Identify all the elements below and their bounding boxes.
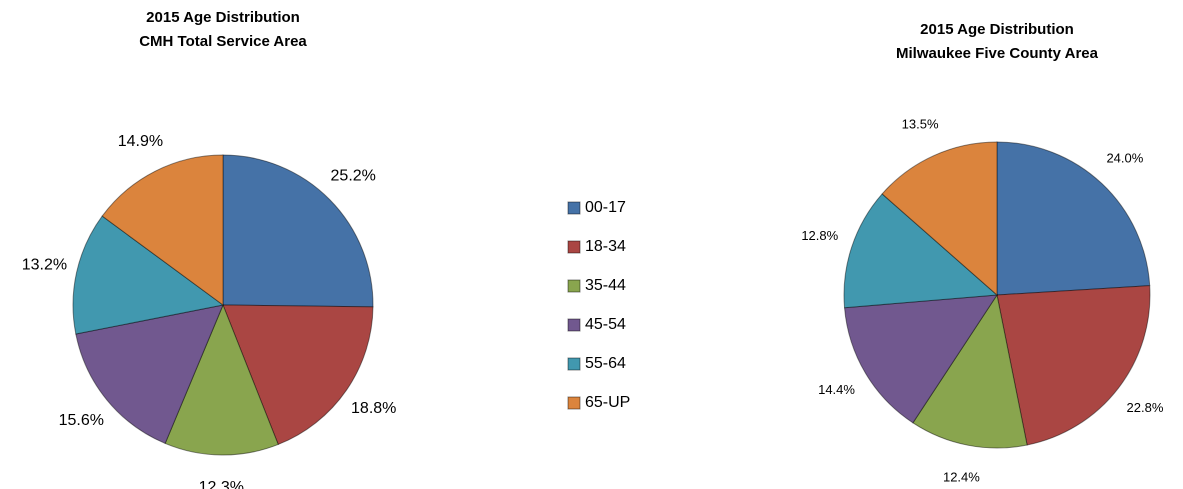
chart-title: 2015 Age Distribution xyxy=(146,9,300,26)
data-label: 12.3% xyxy=(199,479,244,489)
data-label: 18.8% xyxy=(351,400,396,417)
pie-slice xyxy=(843,193,999,309)
data-label: 25.2% xyxy=(331,168,376,185)
pie-slice xyxy=(843,294,998,424)
pie-slice xyxy=(996,285,1151,446)
legend-label: 35-44 xyxy=(585,277,626,294)
legend-label: 55-64 xyxy=(585,355,626,372)
data-label: 12.8% xyxy=(801,228,838,243)
data-label: 24.0% xyxy=(1106,150,1143,165)
pie-slice xyxy=(881,141,998,297)
legend-label: 00-17 xyxy=(585,199,626,216)
legend-swatch xyxy=(567,396,581,410)
legend-swatch xyxy=(567,201,581,215)
legend-label: 65-UP xyxy=(585,394,630,411)
legend-swatch xyxy=(567,357,581,371)
data-label: 13.5% xyxy=(902,116,939,131)
legend-swatch xyxy=(567,279,581,293)
legend-label: 45-54 xyxy=(585,316,626,333)
pie-slice xyxy=(101,154,224,306)
chart-subtitle: Milwaukee Five County Area xyxy=(896,45,1099,62)
pie-slice xyxy=(75,304,224,445)
pie-slice xyxy=(222,154,374,308)
data-label: 22.8% xyxy=(1127,400,1164,415)
legend-swatch xyxy=(567,318,581,332)
pie-slice xyxy=(72,215,225,335)
data-label: 14.4% xyxy=(818,382,855,397)
pie-slice xyxy=(912,293,1028,449)
data-label: 15.6% xyxy=(59,412,104,429)
pie-slice xyxy=(164,303,279,456)
data-label: 13.2% xyxy=(22,256,67,273)
data-label: 14.9% xyxy=(118,133,163,150)
legend-swatch xyxy=(567,240,581,254)
legend-label: 18-34 xyxy=(585,238,626,255)
chart-subtitle: CMH Total Service Area xyxy=(139,33,307,50)
chart-title: 2015 Age Distribution xyxy=(920,21,1074,38)
pie-slice xyxy=(996,141,1151,296)
data-label: 12.4% xyxy=(943,470,980,485)
pie-slice xyxy=(222,304,374,446)
